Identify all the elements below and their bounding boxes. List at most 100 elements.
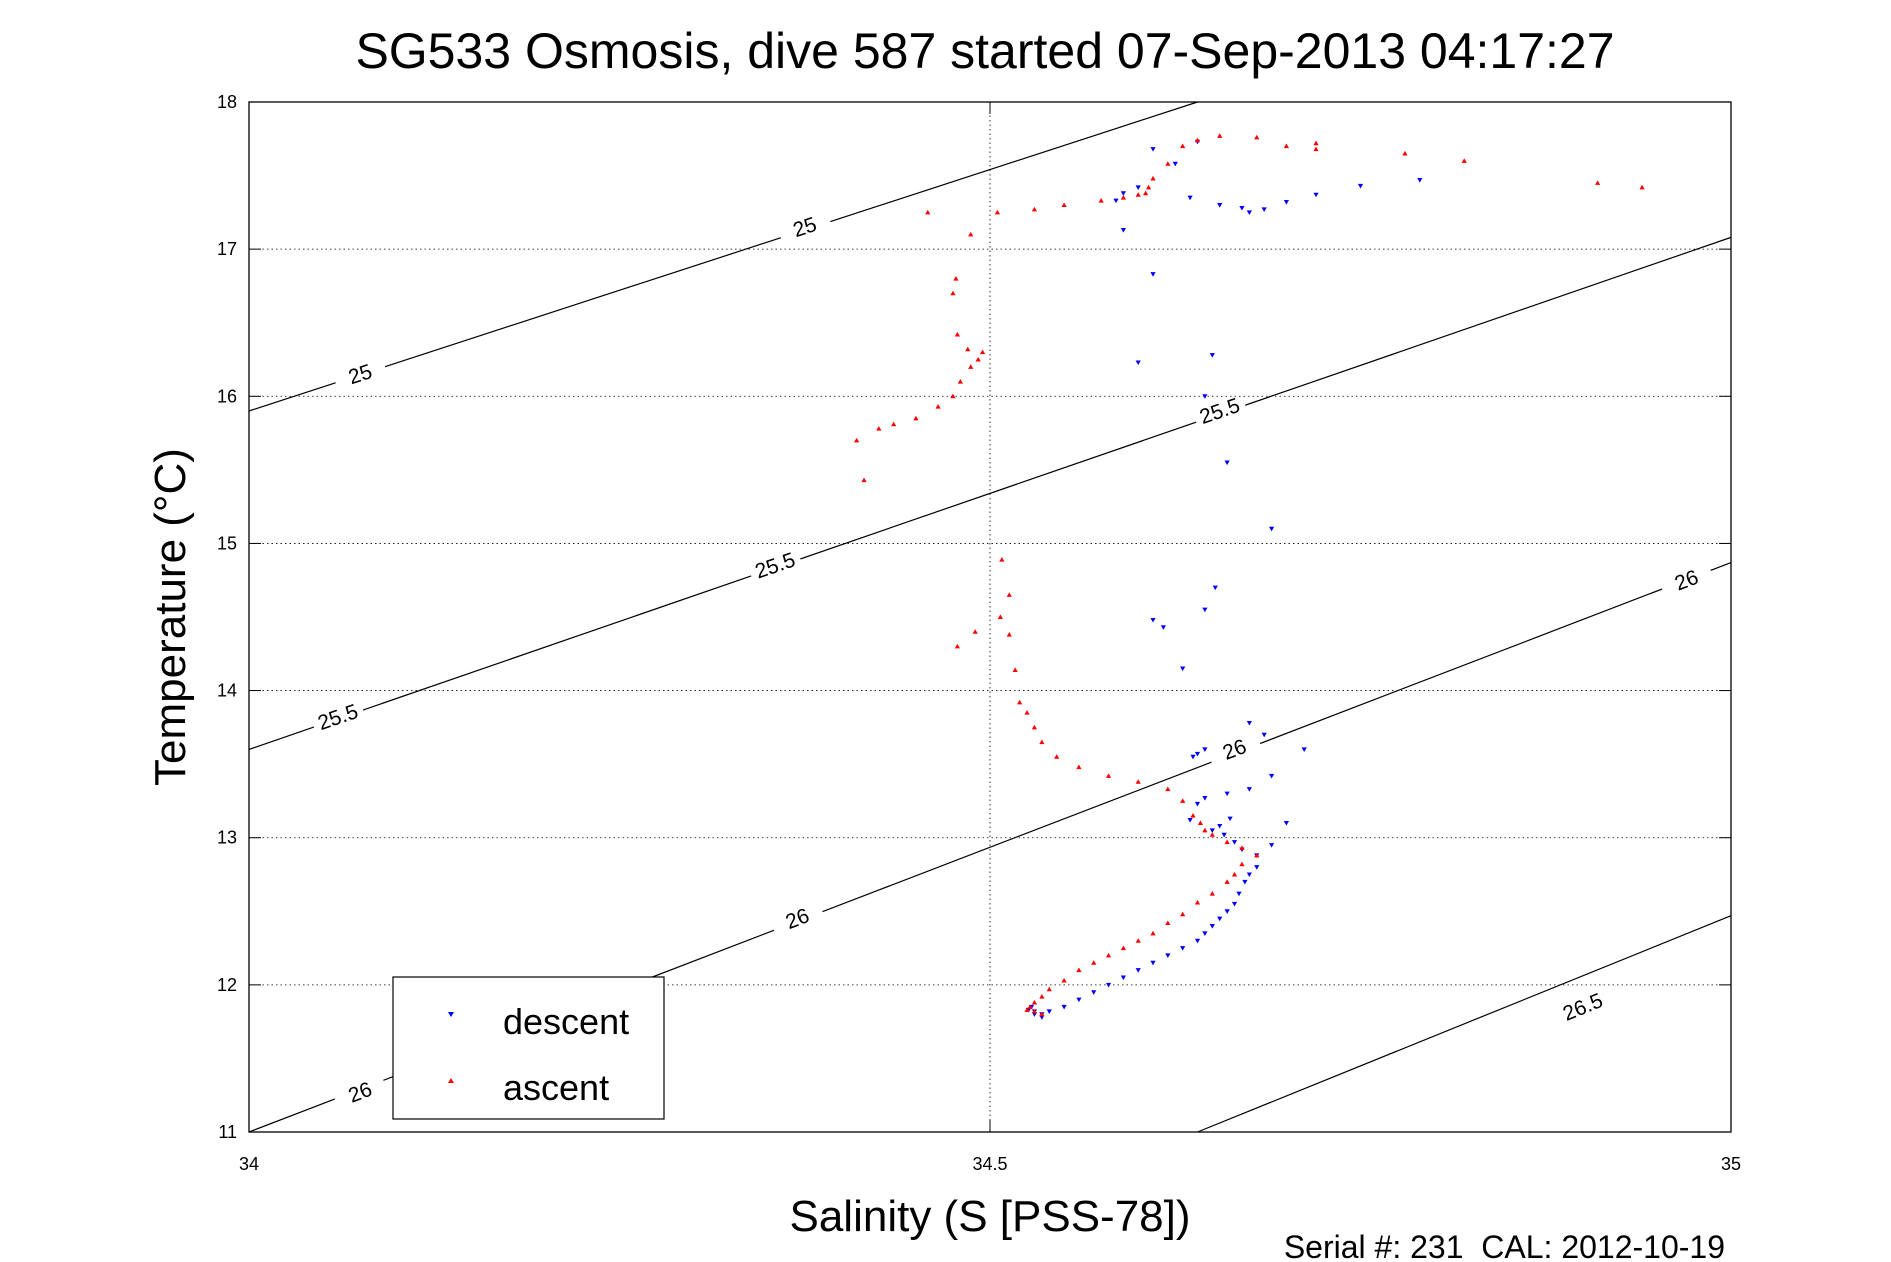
ascent-point: [1165, 786, 1171, 792]
contour-label: 26: [345, 1078, 375, 1108]
descent-point: [1120, 191, 1126, 196]
ascent-point: [957, 378, 963, 384]
descent-point: [1209, 828, 1215, 833]
ascent-point: [1027, 1004, 1033, 1009]
ascent-point: [979, 349, 986, 355]
ascent-point: [1039, 994, 1045, 999]
ascent-point: [1231, 871, 1238, 877]
ascent-point: [861, 477, 867, 483]
ascent-point: [1595, 180, 1601, 185]
ascent-point: [975, 356, 981, 362]
descent-point: [1150, 617, 1156, 623]
ascent-point: [1150, 175, 1156, 181]
descent-point: [1180, 666, 1186, 672]
ascent-point: [891, 421, 897, 427]
descent-point: [1283, 200, 1289, 205]
descent-point: [1202, 747, 1208, 753]
descent-point: [1105, 982, 1112, 988]
descent-point: [1268, 843, 1275, 848]
ascent-point: [950, 393, 956, 399]
ascent-point: [1165, 920, 1171, 926]
chart-title: SG533 Osmosis, dive 587 started 07-Sep-2…: [355, 23, 1614, 79]
descent-point: [1194, 938, 1201, 944]
legend-ascent-marker: [448, 1078, 454, 1083]
descent-point: [1217, 823, 1223, 829]
descent-point: [1283, 821, 1289, 826]
ascent-point: [1313, 146, 1319, 152]
descent-point: [1231, 901, 1238, 907]
ascent-point: [1143, 190, 1149, 196]
data-points: [854, 133, 1645, 1020]
contour-label: 25.5: [1197, 394, 1243, 429]
contour-label: 25: [790, 213, 819, 242]
ascent-point: [1024, 1007, 1030, 1012]
descent-point: [1254, 865, 1260, 870]
ascent-point: [1639, 184, 1645, 190]
descent-point: [1268, 773, 1275, 779]
descent-point: [1242, 879, 1248, 885]
y-tick-label: 11: [218, 1122, 237, 1142]
ascent-point: [997, 614, 1003, 619]
ascent-point: [1105, 952, 1112, 958]
y-tick-label: 13: [217, 828, 237, 848]
ascent-point: [1006, 592, 1012, 597]
descent-point: [1190, 754, 1196, 760]
ascent-point: [1017, 699, 1023, 705]
descent-point: [1217, 916, 1223, 922]
ascent-point: [1031, 1008, 1038, 1014]
contour-label: 26.5: [1560, 989, 1607, 1026]
descent-point: [1268, 526, 1275, 532]
descent-point: [1165, 953, 1171, 959]
serial-cal-footer: Serial #: 231 CAL: 2012-10-19: [1284, 1229, 1725, 1262]
descent-point: [1187, 195, 1193, 201]
ascent-point: [1209, 891, 1215, 896]
descent-point: [1246, 210, 1252, 215]
y-tick-label: 14: [217, 681, 237, 701]
contour-line-25.5: [248, 236, 1732, 750]
y-tick-label: 16: [217, 386, 237, 406]
ascent-point: [1209, 832, 1215, 837]
y-tick-label: 18: [217, 92, 237, 112]
ascent-point: [1190, 813, 1196, 818]
ascent-point: [1217, 133, 1223, 138]
ascent-point: [1180, 143, 1186, 149]
descent-point: [1187, 818, 1193, 823]
descent-point: [1202, 931, 1208, 936]
x-tick-label: 34.5: [972, 1154, 1007, 1174]
legend-descent-marker: [448, 1012, 454, 1017]
descent-point: [1212, 585, 1218, 591]
ascent-point: [1120, 195, 1126, 200]
contour-label: 26: [782, 904, 812, 934]
descent-point: [1120, 975, 1126, 981]
descent-point: [1091, 990, 1097, 995]
descent-point: [1194, 801, 1201, 807]
ascent-point: [1031, 206, 1038, 212]
ascent-point: [999, 557, 1005, 562]
contour-label: 25.5: [315, 700, 361, 735]
ascent-point: [1091, 960, 1097, 965]
descent-point: [1221, 832, 1227, 838]
descent-point: [1301, 747, 1307, 753]
descent-point: [1217, 203, 1223, 208]
ascent-point: [1135, 192, 1141, 197]
ascent-point: [950, 290, 956, 296]
ascent-point: [994, 209, 1001, 215]
ascent-point: [1202, 827, 1208, 833]
ascent-point: [1402, 150, 1408, 156]
ascent-point: [913, 415, 919, 421]
descent-point: [1194, 751, 1201, 757]
x-tick-label: 35: [1721, 1154, 1741, 1174]
descent-point: [1209, 924, 1215, 929]
y-axis-label: Temperature (°C): [146, 448, 195, 786]
descent-point: [1150, 272, 1156, 277]
ascent-point: [1194, 899, 1201, 905]
ascent-point: [1012, 667, 1018, 672]
y-tick-label: 15: [217, 533, 237, 553]
descent-point: [1224, 460, 1230, 466]
descent-point: [1135, 968, 1141, 973]
descent-point: [1039, 1015, 1045, 1020]
ascent-point: [1254, 852, 1260, 858]
contour-line-26.5: [1197, 915, 1732, 1133]
descent-point: [1261, 207, 1267, 213]
